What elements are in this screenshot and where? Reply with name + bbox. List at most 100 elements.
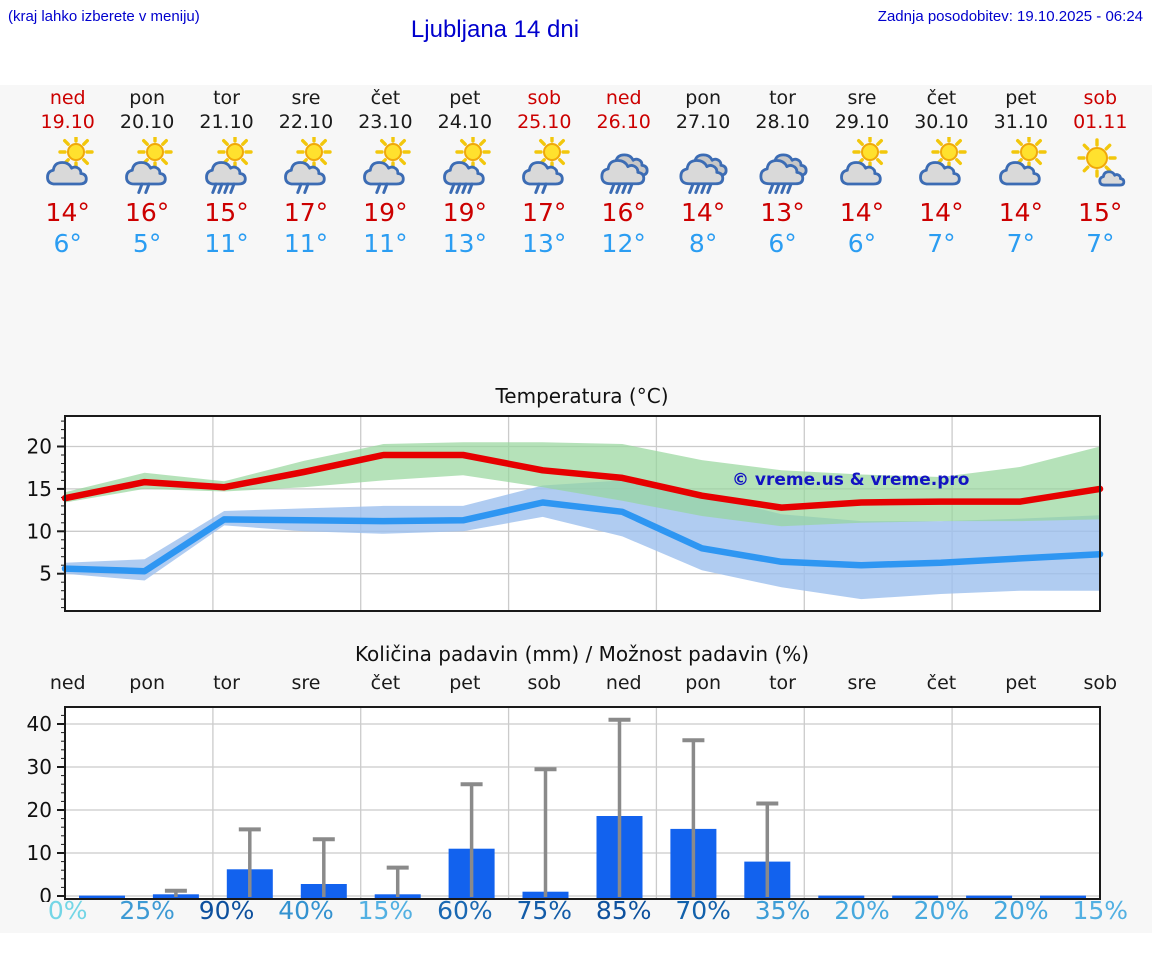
day-column-19.10[interactable]: ned 19.10 14° 6°: [28, 86, 107, 259]
low-temp: 12°: [601, 229, 646, 258]
precip-probability: 75%: [516, 896, 573, 925]
svg-text:20: 20: [27, 435, 52, 459]
day-name: čet: [370, 87, 401, 109]
day-column-26.10[interactable]: ned 26.10 16° 12°: [584, 86, 663, 259]
precip-probability: 70%: [675, 896, 731, 925]
day-column-31.10[interactable]: pet 31.10 14° 7°: [981, 86, 1060, 259]
forecast-strip: ned 19.10 14° 6° pon 20.10 16° 5° tor 21.10 15° 11°…: [0, 86, 1152, 259]
sun-cloud-icon: [902, 135, 981, 197]
high-temp: 13°: [760, 198, 805, 227]
precip-probability: 35%: [754, 896, 811, 925]
day-column-25.10[interactable]: sob 25.10 17° 13°: [505, 86, 584, 259]
precip-day-label: sre: [847, 672, 877, 694]
high-temp: 15°: [1078, 198, 1123, 227]
day-date: 27.10: [675, 111, 731, 133]
high-temp: 14°: [919, 198, 964, 227]
low-temp: 11°: [204, 229, 249, 258]
day-name: pet: [449, 87, 481, 109]
low-temp: 8°: [688, 229, 718, 258]
precip-probability: 40%: [278, 896, 334, 925]
day-date: 20.10: [119, 111, 175, 133]
sun-cloud-icon: [981, 135, 1060, 197]
day-name: tor: [213, 87, 240, 109]
clouds-rain-icon: [743, 135, 822, 197]
precip-day-label: sob: [1083, 672, 1118, 694]
precip-probability: 0%: [47, 896, 88, 925]
day-date: 21.10: [199, 111, 254, 133]
day-date: 19.10: [40, 111, 95, 133]
clouds-rain-icon: [584, 135, 663, 197]
svg-text:0: 0: [39, 884, 52, 902]
day-column-28.10[interactable]: tor 28.10 13° 6°: [743, 86, 822, 259]
high-temp: 15°: [204, 198, 249, 227]
precip-day-label: tor: [213, 672, 240, 694]
day-date: 23.10: [358, 111, 413, 133]
day-date: 01.11: [1073, 111, 1128, 133]
precip-day-label: tor: [769, 672, 796, 694]
day-column-22.10[interactable]: sre 22.10 17° 11°: [266, 86, 345, 259]
low-temp: 6°: [53, 229, 82, 258]
svg-text:10: 10: [27, 519, 52, 543]
day-date: 31.10: [993, 111, 1049, 133]
precip-day-label: ned: [49, 672, 86, 694]
svg-text:5: 5: [39, 562, 52, 586]
low-temp: 11°: [283, 229, 329, 258]
high-temp: 17°: [522, 198, 567, 227]
sun-cloud-icon: [28, 135, 107, 197]
low-temp: 7°: [1086, 229, 1115, 258]
day-column-27.10[interactable]: pon 27.10 14° 8°: [663, 86, 742, 259]
precip-day-label: sob: [527, 672, 562, 694]
day-name: sob: [1083, 87, 1118, 109]
day-name: ned: [49, 87, 86, 109]
precipitation-section: Količina padavin (mm) / Možnost padavin …: [0, 641, 1152, 928]
day-column-20.10[interactable]: pon 20.10 16° 5°: [107, 86, 186, 259]
high-temp: 14°: [998, 198, 1043, 227]
day-name: čet: [926, 87, 957, 109]
day-column-01.11[interactable]: sob 01.11 15° 7°: [1061, 86, 1140, 259]
high-temp: 19°: [442, 198, 487, 227]
low-temp: 11°: [363, 229, 408, 258]
day-column-30.10[interactable]: čet 30.10 14° 7°: [902, 86, 981, 259]
sun-cloud-light-rain-icon: [266, 135, 345, 197]
precip-day-label: pon: [129, 672, 165, 694]
high-temp: 14°: [680, 198, 726, 227]
precip-probability-row: 0% 25% 90% 40% 15% 60% 75% 85% 70% 35% 20% 20% 20% 15…: [0, 894, 1152, 928]
location-menu-note: (kraj lahko izberete v meniju): [8, 8, 200, 25]
watermark: © vreme.us & vreme.pro: [732, 470, 969, 490]
sun-cloud-rain-icon: [187, 135, 266, 197]
temperature-section: Temperatura (°C) 5 10 15 20 © vreme.us & vre…: [0, 383, 1152, 619]
day-name: pon: [685, 87, 721, 109]
precip-probability: 90%: [198, 896, 255, 925]
sun-small-cloud-icon: [1061, 135, 1140, 197]
precip-day-label: pon: [685, 672, 721, 694]
precip-day-label: sre: [291, 672, 321, 694]
day-date: 28.10: [755, 111, 810, 133]
precip-probability: 15%: [357, 896, 414, 925]
day-column-24.10[interactable]: pet 24.10 19° 13°: [425, 86, 504, 259]
day-name: ned: [605, 87, 642, 109]
low-temp: 13°: [522, 229, 567, 258]
sun-cloud-light-rain-icon: [346, 135, 425, 197]
clouds-rain-icon: [663, 135, 742, 197]
svg-text:15: 15: [27, 477, 52, 501]
precip-day-labels: ned pon tor sre čet pet sob ned pon tor sre čet pet s…: [0, 671, 1152, 695]
day-date: 26.10: [596, 111, 651, 133]
day-date: 24.10: [437, 111, 493, 133]
precip-probability: 85%: [595, 896, 652, 925]
low-temp: 5°: [132, 229, 162, 258]
low-temp: 6°: [768, 229, 797, 258]
high-temp: 14°: [45, 198, 90, 227]
day-column-23.10[interactable]: čet 23.10 19° 11°: [346, 86, 425, 259]
precip-probability: 20%: [913, 896, 970, 925]
low-temp: 7°: [1006, 229, 1036, 258]
precip-day-label: čet: [370, 672, 401, 694]
day-date: 29.10: [834, 111, 890, 133]
precip-day-label: pet: [1005, 672, 1037, 694]
svg-text:20: 20: [27, 798, 52, 822]
low-temp: 7°: [927, 229, 956, 258]
high-temp: 16°: [124, 198, 170, 227]
day-column-29.10[interactable]: sre 29.10 14° 6°: [822, 86, 901, 259]
day-column-21.10[interactable]: tor 21.10 15° 11°: [187, 86, 266, 259]
high-temp: 19°: [363, 198, 408, 227]
precipitation-chart-title: Količina padavin (mm) / Možnost padavin …: [354, 642, 810, 666]
